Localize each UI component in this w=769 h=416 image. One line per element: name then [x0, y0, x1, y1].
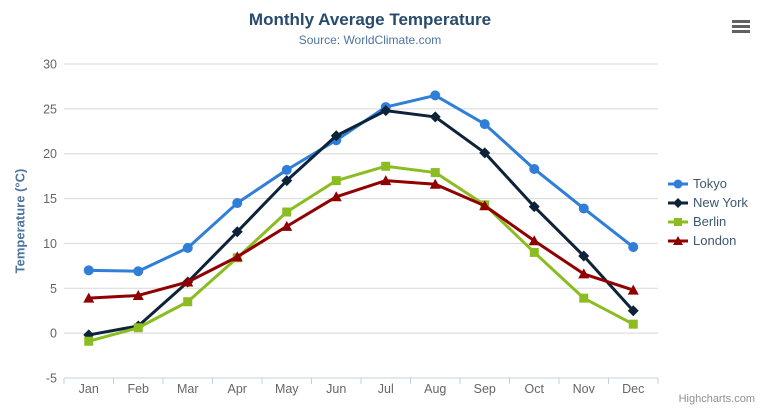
credits-link[interactable]: Highcharts.com: [678, 393, 755, 405]
legend-item-berlin[interactable]: Berlin: [668, 214, 748, 229]
y-axis-label: 15: [43, 192, 57, 206]
marker-london: [132, 289, 144, 300]
marker-berlin: [282, 207, 292, 217]
marker-london: [330, 191, 342, 202]
hamburger-bar: [732, 30, 750, 33]
marker-tokyo: [628, 242, 639, 253]
marker-berlin: [628, 319, 638, 329]
y-axis-label: 20: [43, 147, 57, 161]
marker-berlin: [84, 336, 94, 346]
marker-new-york: [281, 175, 293, 187]
y-axis-title: Temperature (°C): [12, 168, 28, 274]
series-line-berlin: [87, 164, 635, 343]
marker-tokyo: [529, 163, 540, 174]
x-axis-label: Dec: [622, 382, 644, 396]
x-axis-label: Oct: [525, 382, 545, 396]
marker-london: [231, 251, 243, 262]
legend-diamond-icon: [668, 197, 688, 208]
marker-berlin: [579, 293, 589, 303]
legend: Tokyo New York Berlin London: [668, 176, 748, 248]
marker-tokyo: [182, 242, 193, 253]
x-axis-label: Jan: [79, 382, 99, 396]
legend-label: London: [693, 233, 737, 248]
x-axis-label: Jun: [326, 382, 346, 396]
legend-label: New York: [693, 195, 748, 210]
marker-tokyo: [83, 265, 94, 276]
marker-london: [479, 200, 491, 211]
x-axis-label: Jul: [378, 382, 394, 396]
y-axis-label: 30: [43, 58, 57, 72]
y-axis-label: 0: [50, 327, 57, 341]
legend-item-tokyo[interactable]: Tokyo: [668, 176, 748, 191]
legend-item-london[interactable]: London: [668, 233, 748, 248]
legend-item-new-york[interactable]: New York: [668, 195, 748, 210]
marker-new-york: [231, 226, 243, 238]
legend-circle-icon: [668, 179, 688, 188]
y-axis-label: 10: [43, 237, 57, 251]
hamburger-bar: [732, 25, 750, 28]
x-axis-label: Mar: [177, 382, 199, 396]
marker-tokyo: [281, 164, 292, 175]
marker-tokyo: [133, 266, 144, 277]
hamburger-bar: [732, 20, 750, 23]
marker-tokyo: [232, 198, 243, 209]
x-axis-label: Apr: [228, 382, 247, 396]
y-axis-label: 5: [50, 282, 57, 296]
marker-new-york: [528, 201, 540, 213]
chart-subtitle: Source: WorldClimate.com: [298, 33, 442, 47]
series-line-london: [87, 179, 635, 300]
marker-new-york: [627, 305, 639, 317]
marker-london: [380, 175, 392, 186]
marker-london: [83, 292, 95, 303]
x-axis-label: Aug: [424, 382, 446, 396]
marker-tokyo: [578, 203, 589, 214]
marker-berlin: [183, 297, 193, 307]
legend-triangle-icon: [668, 235, 688, 245]
legend-square-icon: [668, 217, 688, 226]
marker-london: [528, 235, 540, 246]
legend-label: Tokyo: [693, 176, 727, 191]
x-axis-label: May: [275, 382, 299, 396]
marker-new-york: [429, 111, 441, 123]
marker-london: [429, 178, 441, 189]
marker-new-york: [578, 250, 590, 262]
legend-label: Berlin: [693, 214, 727, 229]
x-axis-label: Sep: [474, 382, 496, 396]
marker-tokyo: [479, 119, 490, 130]
marker-new-york: [380, 105, 392, 117]
x-axis-label: Nov: [573, 382, 596, 396]
marker-berlin: [331, 176, 341, 186]
marker-london: [627, 284, 639, 295]
marker-berlin: [133, 323, 143, 333]
marker-new-york: [330, 130, 342, 142]
hamburger-icon[interactable]: [729, 16, 753, 37]
marker-new-york: [479, 147, 491, 159]
marker-berlin: [529, 247, 539, 257]
marker-berlin: [430, 168, 440, 178]
chart-title: Monthly Average Temperature: [248, 10, 492, 29]
marker-berlin: [381, 161, 391, 171]
x-axis-label: Feb: [127, 382, 149, 396]
marker-london: [281, 220, 293, 231]
series-line-new-york: [87, 109, 635, 337]
marker-tokyo: [430, 90, 441, 101]
y-axis-label: 25: [43, 102, 57, 116]
marker-london: [182, 276, 194, 287]
marker-london: [578, 268, 590, 279]
y-axis-label: -5: [46, 372, 57, 386]
